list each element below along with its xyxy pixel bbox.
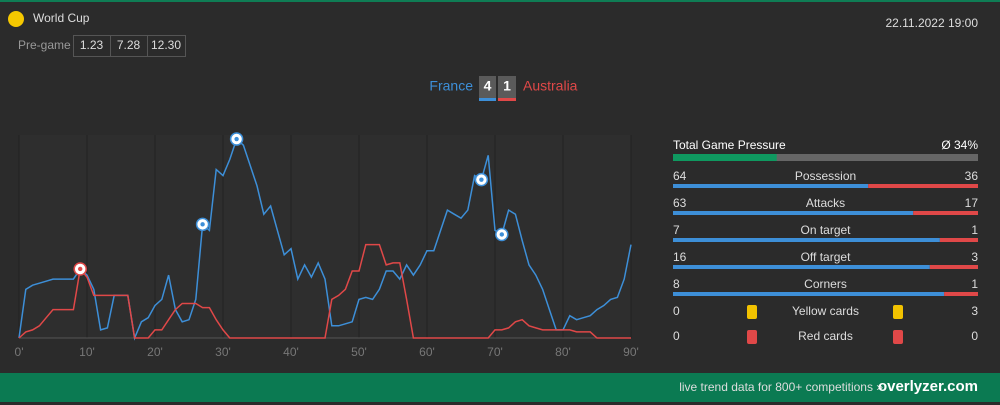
stat-label: Possession [795,169,856,183]
datetime: 22.11.2022 19:00 [885,16,978,30]
stat-bar-away [913,211,978,215]
card-away: 3 [971,304,978,318]
goal-marker [474,172,489,187]
brand[interactable]: overlyzer.com [878,378,978,395]
footer-text: live trend data for 800+ competitions » [679,380,883,394]
x-tick-label: 90' [623,345,639,359]
plot-area [19,135,631,338]
goal-marker [229,132,244,146]
stat-bar-home [673,265,930,269]
card-icon [893,330,903,344]
stat-bar-away [944,292,978,296]
pressure-line [18,243,631,339]
stat-label: On target [800,223,851,237]
x-tick-label: 30' [215,345,231,359]
card-home: 0 [673,329,680,343]
stat-away: 17 [965,196,979,210]
goal-marker [495,227,509,242]
x-tick-label: 50' [351,345,367,359]
stat-bar-home [673,184,869,188]
x-tick-label: 10' [79,345,95,359]
stat-home: 16 [673,250,687,264]
goal-ball-center [479,177,484,182]
goal-ball-center [200,222,205,227]
x-tick-label: 80' [555,345,571,359]
stat-away: 1 [971,277,978,291]
stat-label: Off target [801,250,851,264]
away-goals: 1 [503,78,511,94]
card-home: 0 [673,304,680,318]
card-away: 0 [971,329,978,343]
stat-bar-home [673,292,945,296]
home-goals: 4 [484,78,492,94]
footer [0,373,1000,402]
pressure-label: Total Game Pressure [673,138,786,152]
stat-label: Attacks [806,196,845,210]
card-icon [747,330,757,344]
stat-label: Corners [804,277,847,291]
pregame-label: Pre-game [18,38,71,52]
home-underline [479,98,496,101]
pressure-track [673,154,978,161]
odds-box [147,35,186,57]
card-icon [747,305,757,319]
odds-value: 7.28 [117,38,141,52]
competition: World Cup [33,11,90,25]
odds-value: 1.23 [80,38,104,52]
stat-bar-away [929,265,978,269]
x-tick-label: 40' [283,345,299,359]
stat-home: 8 [673,277,680,291]
stat-bar-home [673,211,914,215]
away-underline [498,98,516,101]
stat-away: 1 [971,223,978,237]
score-box [498,76,516,98]
odds-value: 12.30 [151,38,181,52]
goal-marker [73,262,87,276]
stat-bar-away [868,184,978,188]
stat-away: 3 [971,250,978,264]
goal-ball-center [499,232,504,237]
goal-marker [195,217,210,232]
card-icon [893,305,903,319]
top-border [0,0,1000,2]
competition-icon [8,11,24,27]
pressure-bar [673,154,777,161]
stat-bar-home [673,238,940,242]
stat-away: 36 [965,169,979,183]
stat-bar-away [939,238,978,242]
score-box [479,76,496,98]
stat-home: 64 [673,169,687,183]
stat-home: 63 [673,196,687,210]
x-tick-label: 60' [419,345,435,359]
goal-ball-center [234,136,239,142]
away-team: Australia [523,78,578,94]
card-label: Red cards [798,329,853,343]
card-label: Yellow cards [792,304,859,318]
home-team: France [429,78,473,94]
x-tick-label: 70' [487,345,503,359]
x-tick-label: 0' [15,345,24,359]
stat-home: 7 [673,223,680,237]
pressure-value: Ø 34% [941,138,978,152]
goal-ball-center [78,266,83,272]
x-tick-label: 20' [147,345,163,359]
